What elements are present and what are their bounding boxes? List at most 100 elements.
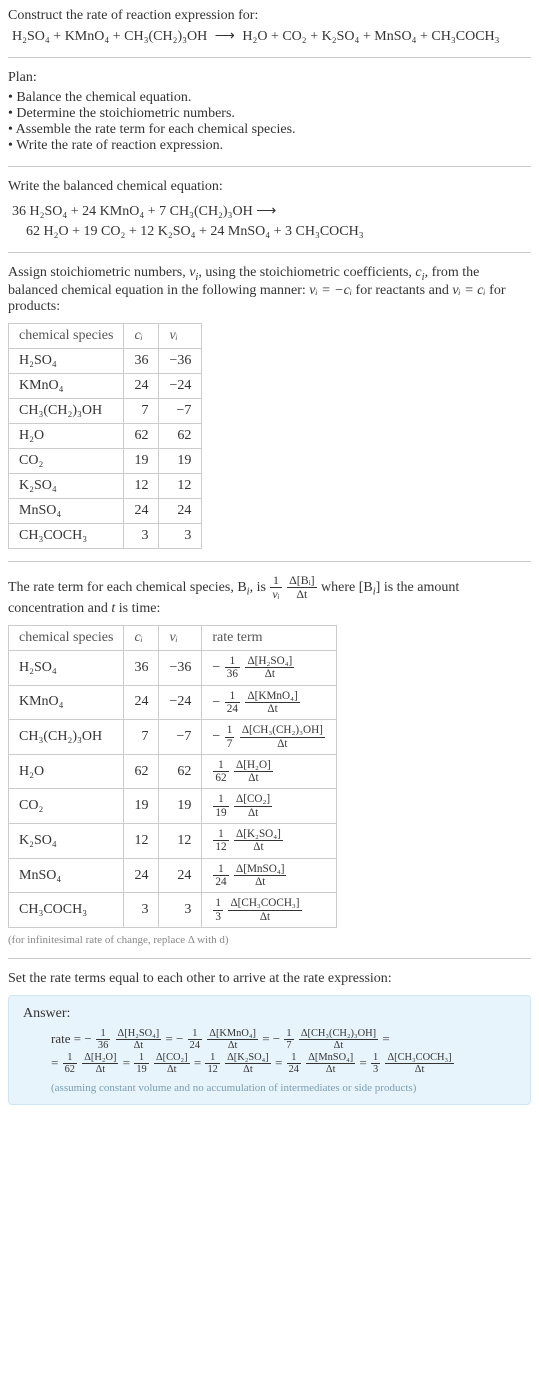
species-cell: MnSO₄ bbox=[9, 498, 124, 523]
v-cell: 3 bbox=[159, 893, 202, 928]
table-row: K₂SO₄1212112 Δ[K₂SO₄]Δt bbox=[9, 824, 337, 859]
v-cell: −36 bbox=[159, 348, 202, 373]
fraction-den: 12 bbox=[213, 841, 228, 853]
c-cell: 24 bbox=[124, 498, 159, 523]
fraction: Δ[H₂O]Δt bbox=[82, 1052, 118, 1076]
table-row: MnSO₄2424 bbox=[9, 498, 202, 523]
fraction-den: Δt bbox=[240, 738, 325, 750]
table-row: H₂SO₄36−36 bbox=[9, 348, 202, 373]
table-row: CH₃COCH₃3313 Δ[CH₃COCH₃]Δt bbox=[9, 893, 337, 928]
reactant: H₂SO₄ bbox=[12, 29, 50, 44]
table-row: KMnO₄24−24− 124 Δ[KMnO₄]Δt bbox=[9, 685, 337, 720]
relation: νᵢ = −cᵢ bbox=[309, 283, 352, 298]
fraction-den: 36 bbox=[225, 668, 240, 680]
fraction: Δ[CH₃COCH₃]Δt bbox=[385, 1052, 453, 1076]
table-header-row: chemical species cᵢ νᵢ bbox=[9, 323, 202, 348]
divider bbox=[8, 561, 531, 562]
col-header-label: cᵢ bbox=[134, 630, 142, 645]
text: The rate term for each chemical species,… bbox=[8, 580, 247, 595]
fraction-num: 1 bbox=[205, 1052, 219, 1064]
fraction: Δ[K₂SO₄]Δt bbox=[225, 1052, 271, 1076]
fraction-den: Δt bbox=[385, 1064, 453, 1075]
fraction-den: Δt bbox=[228, 911, 301, 923]
product: K₂SO₄ bbox=[322, 29, 360, 44]
rate-term-cell: 124 Δ[MnSO₄]Δt bbox=[202, 858, 337, 893]
fraction-num: 1 bbox=[284, 1028, 293, 1040]
fraction-num: Δ[CH₃COCH₃] bbox=[228, 897, 301, 910]
fraction-num: Δ[H₂SO₄] bbox=[116, 1028, 162, 1040]
plan-heading: Plan: bbox=[8, 70, 531, 86]
fraction: Δ[CH₃(CH₂)₃OH]Δt bbox=[299, 1028, 378, 1052]
species-cell: CH₃COCH₃ bbox=[9, 523, 124, 548]
species-cell: KMnO₄ bbox=[9, 685, 124, 720]
c-cell: 24 bbox=[124, 373, 159, 398]
fraction-den: Δt bbox=[234, 841, 283, 853]
text: , using the stoichiometric coefficients, bbox=[198, 265, 415, 280]
fraction: 119 bbox=[213, 793, 228, 819]
final-intro: Set the rate terms equal to each other t… bbox=[8, 971, 531, 987]
v-cell: −7 bbox=[159, 720, 202, 755]
species-cell: MnSO₄ bbox=[9, 858, 124, 893]
plan-item: Balance the chemical equation. bbox=[8, 90, 531, 106]
fraction-num: Δ[H₂O] bbox=[82, 1052, 118, 1064]
c-cell: 12 bbox=[124, 824, 159, 859]
fraction-num: Δ[CO₂] bbox=[234, 793, 272, 806]
fraction: 124 bbox=[213, 863, 228, 889]
fraction-den: 24 bbox=[188, 1040, 202, 1051]
fraction-den: Δt bbox=[245, 703, 299, 715]
prompt-line: Construct the rate of reaction expressio… bbox=[8, 8, 531, 24]
fraction: Δ[CO₂]Δt bbox=[154, 1052, 190, 1076]
relation: νᵢ = cᵢ bbox=[452, 283, 485, 298]
rateterm-table: chemical species cᵢ νᵢ rate term H₂SO₄36… bbox=[8, 625, 337, 928]
col-header: cᵢ bbox=[124, 625, 159, 650]
c-cell: 24 bbox=[124, 685, 159, 720]
product: CH₃COCH₃ bbox=[431, 29, 499, 44]
col-header: chemical species bbox=[9, 625, 124, 650]
fraction-den: 24 bbox=[287, 1064, 301, 1075]
v-cell: 12 bbox=[159, 473, 202, 498]
v-cell: 24 bbox=[159, 498, 202, 523]
fraction: 124 bbox=[188, 1028, 202, 1052]
divider bbox=[8, 252, 531, 253]
fraction-num: 1 bbox=[213, 793, 228, 806]
fraction-num: Δ[H₂O] bbox=[234, 759, 273, 772]
species-cell: H₂O bbox=[9, 423, 124, 448]
fraction: 119 bbox=[134, 1052, 148, 1076]
species-cell: CH₃(CH₂)₃OH bbox=[9, 398, 124, 423]
v-cell: 24 bbox=[159, 858, 202, 893]
outer-fraction: 1νᵢ bbox=[270, 574, 281, 601]
table-row: KMnO₄24−24 bbox=[9, 373, 202, 398]
text: for reactants and bbox=[352, 283, 452, 298]
rate-term-cell: 13 Δ[CH₃COCH₃]Δt bbox=[202, 893, 337, 928]
fraction-den: Δt bbox=[234, 772, 273, 784]
fraction-num: 1 bbox=[134, 1052, 148, 1064]
c-cell: 3 bbox=[124, 523, 159, 548]
fraction-num: 1 bbox=[371, 1052, 380, 1064]
table-row: CH₃(CH₂)₃OH7−7 bbox=[9, 398, 202, 423]
species-cell: CO₂ bbox=[9, 448, 124, 473]
fraction: 162 bbox=[63, 1052, 77, 1076]
v-cell: 62 bbox=[159, 754, 202, 789]
table-row: CO₂1919 bbox=[9, 448, 202, 473]
equals: = bbox=[162, 1031, 176, 1046]
table-row: H₂O6262 bbox=[9, 423, 202, 448]
reactant: KMnO₄ bbox=[65, 29, 110, 44]
fraction-den: Δt bbox=[82, 1064, 118, 1075]
product: CO₂ bbox=[282, 29, 306, 44]
species-cell: H₂SO₄ bbox=[9, 650, 124, 685]
fraction-den: Δt bbox=[306, 1064, 355, 1075]
fraction: Δ[MnSO₄]Δt bbox=[234, 863, 286, 889]
species-cell: KMnO₄ bbox=[9, 373, 124, 398]
fraction-den: 62 bbox=[213, 772, 228, 784]
fraction: 13 bbox=[213, 897, 223, 923]
fraction: Δ[MnSO₄]Δt bbox=[306, 1052, 355, 1076]
fraction-num: Δ[K₂SO₄] bbox=[234, 828, 283, 841]
rate-term-cell: − 17 Δ[CH₃(CH₂)₃OH]Δt bbox=[202, 720, 337, 755]
answer-content: rate = − 136 Δ[H₂SO₄]Δt = − 124 Δ[KMnO₄]… bbox=[23, 1028, 516, 1076]
fraction-den: 62 bbox=[63, 1064, 77, 1075]
equals: = bbox=[356, 1055, 370, 1070]
table-row: H₂O6262162 Δ[H₂O]Δt bbox=[9, 754, 337, 789]
stoich-intro: Assign stoichiometric numbers, νi, using… bbox=[8, 265, 531, 315]
fraction-den: 3 bbox=[371, 1064, 380, 1075]
fraction-num: 1 bbox=[225, 690, 240, 703]
